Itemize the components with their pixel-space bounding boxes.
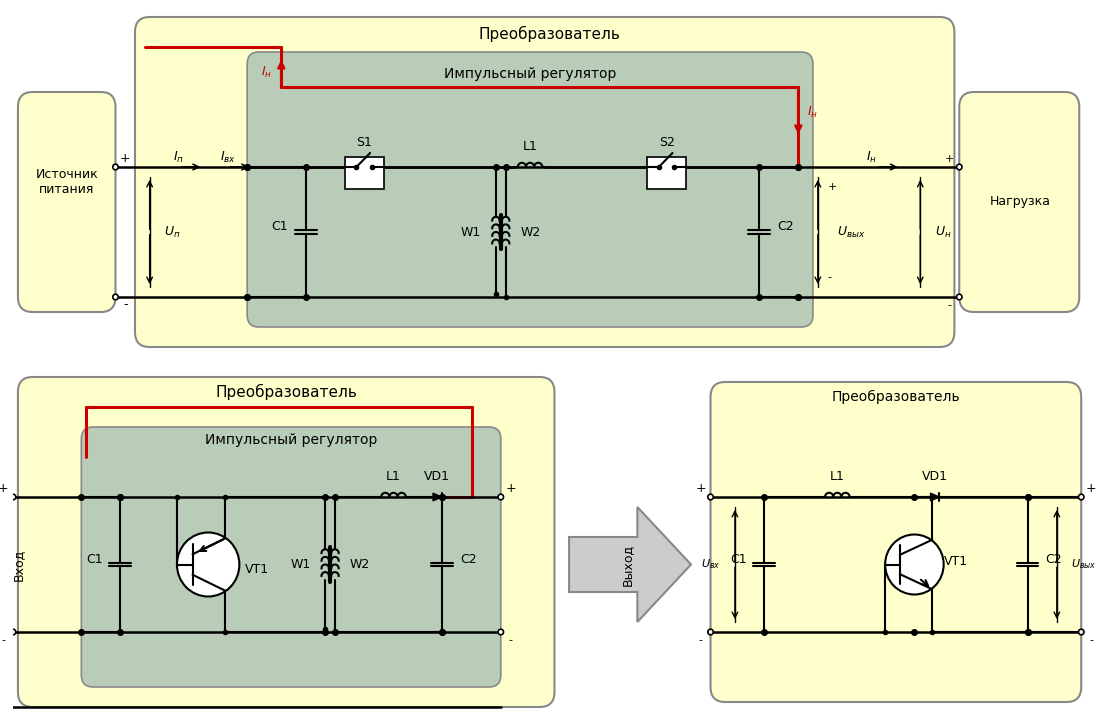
Circle shape — [10, 629, 15, 635]
Polygon shape — [433, 493, 442, 501]
FancyBboxPatch shape — [81, 427, 500, 687]
Text: $I_п$: $I_п$ — [174, 150, 185, 164]
Circle shape — [498, 629, 504, 635]
FancyBboxPatch shape — [135, 17, 955, 347]
Circle shape — [498, 494, 504, 500]
Text: L1: L1 — [522, 140, 538, 154]
FancyBboxPatch shape — [18, 92, 116, 312]
Text: -: - — [1089, 635, 1093, 645]
Text: VT1: VT1 — [245, 563, 270, 576]
Bar — [344, 157, 384, 189]
Circle shape — [957, 294, 962, 300]
Text: $I_н$: $I_н$ — [261, 65, 272, 80]
FancyBboxPatch shape — [959, 92, 1079, 312]
Polygon shape — [931, 493, 939, 501]
Text: -: - — [123, 298, 128, 312]
Circle shape — [113, 294, 118, 300]
FancyBboxPatch shape — [711, 382, 1081, 702]
Text: Источник
питания: Источник питания — [35, 168, 98, 196]
Text: W2: W2 — [350, 558, 370, 571]
Text: W1: W1 — [461, 226, 482, 239]
Text: S1: S1 — [356, 135, 372, 149]
Text: Преобразователь: Преобразователь — [832, 390, 960, 404]
FancyBboxPatch shape — [18, 377, 554, 707]
Text: -: - — [827, 272, 832, 282]
Text: $U_{вых}$: $U_{вых}$ — [837, 224, 866, 239]
Text: $I_н$: $I_н$ — [866, 150, 877, 164]
Text: $U_{вх}$: $U_{вх}$ — [701, 557, 721, 572]
Circle shape — [1078, 494, 1084, 500]
Text: C2: C2 — [1045, 553, 1062, 566]
Circle shape — [10, 494, 15, 500]
Text: W1: W1 — [290, 558, 310, 571]
Text: L1: L1 — [829, 471, 845, 483]
Text: $I_{вх}$: $I_{вх}$ — [220, 150, 235, 164]
Text: C1: C1 — [86, 553, 102, 566]
Text: Импульсный регулятор: Импульсный регулятор — [205, 433, 377, 447]
Text: $U_н$: $U_н$ — [935, 224, 952, 239]
Text: +: + — [120, 152, 131, 165]
Text: -: - — [1, 635, 6, 645]
Text: $I_н$: $I_н$ — [807, 105, 818, 120]
Text: Вход: Вход — [11, 548, 24, 580]
Circle shape — [957, 164, 962, 169]
Text: VD1: VD1 — [922, 471, 948, 483]
Circle shape — [886, 535, 944, 595]
Circle shape — [177, 533, 240, 597]
Text: +: + — [1086, 483, 1097, 496]
Text: Преобразователь: Преобразователь — [216, 384, 358, 400]
Text: +: + — [505, 483, 516, 496]
Text: VT1: VT1 — [944, 555, 968, 568]
Text: S2: S2 — [659, 135, 674, 149]
Circle shape — [113, 164, 118, 169]
Text: VD1: VD1 — [425, 471, 450, 483]
Text: W2: W2 — [520, 226, 540, 239]
Polygon shape — [569, 507, 691, 622]
Bar — [647, 157, 686, 189]
Circle shape — [707, 629, 713, 635]
Text: C2: C2 — [777, 221, 793, 234]
Text: +: + — [0, 483, 9, 496]
Circle shape — [1078, 629, 1084, 635]
Text: Нагрузка: Нагрузка — [989, 196, 1050, 209]
FancyBboxPatch shape — [248, 52, 813, 327]
Text: C2: C2 — [460, 553, 476, 566]
Text: $U_{вых}$: $U_{вых}$ — [1071, 557, 1097, 572]
Text: -: - — [947, 300, 952, 310]
Text: +: + — [945, 154, 954, 164]
Text: $U_п$: $U_п$ — [164, 224, 180, 239]
Text: Импульсный регулятор: Импульсный регулятор — [444, 67, 616, 81]
Text: L1: L1 — [386, 471, 400, 483]
Text: C1: C1 — [272, 221, 288, 234]
Text: +: + — [827, 182, 837, 192]
Text: Преобразователь: Преобразователь — [478, 26, 620, 42]
Text: +: + — [695, 483, 706, 496]
Circle shape — [707, 494, 713, 500]
Text: Выход: Выход — [621, 543, 634, 585]
Text: -: - — [698, 635, 703, 645]
Text: C1: C1 — [730, 553, 747, 566]
Text: -: - — [508, 635, 513, 645]
